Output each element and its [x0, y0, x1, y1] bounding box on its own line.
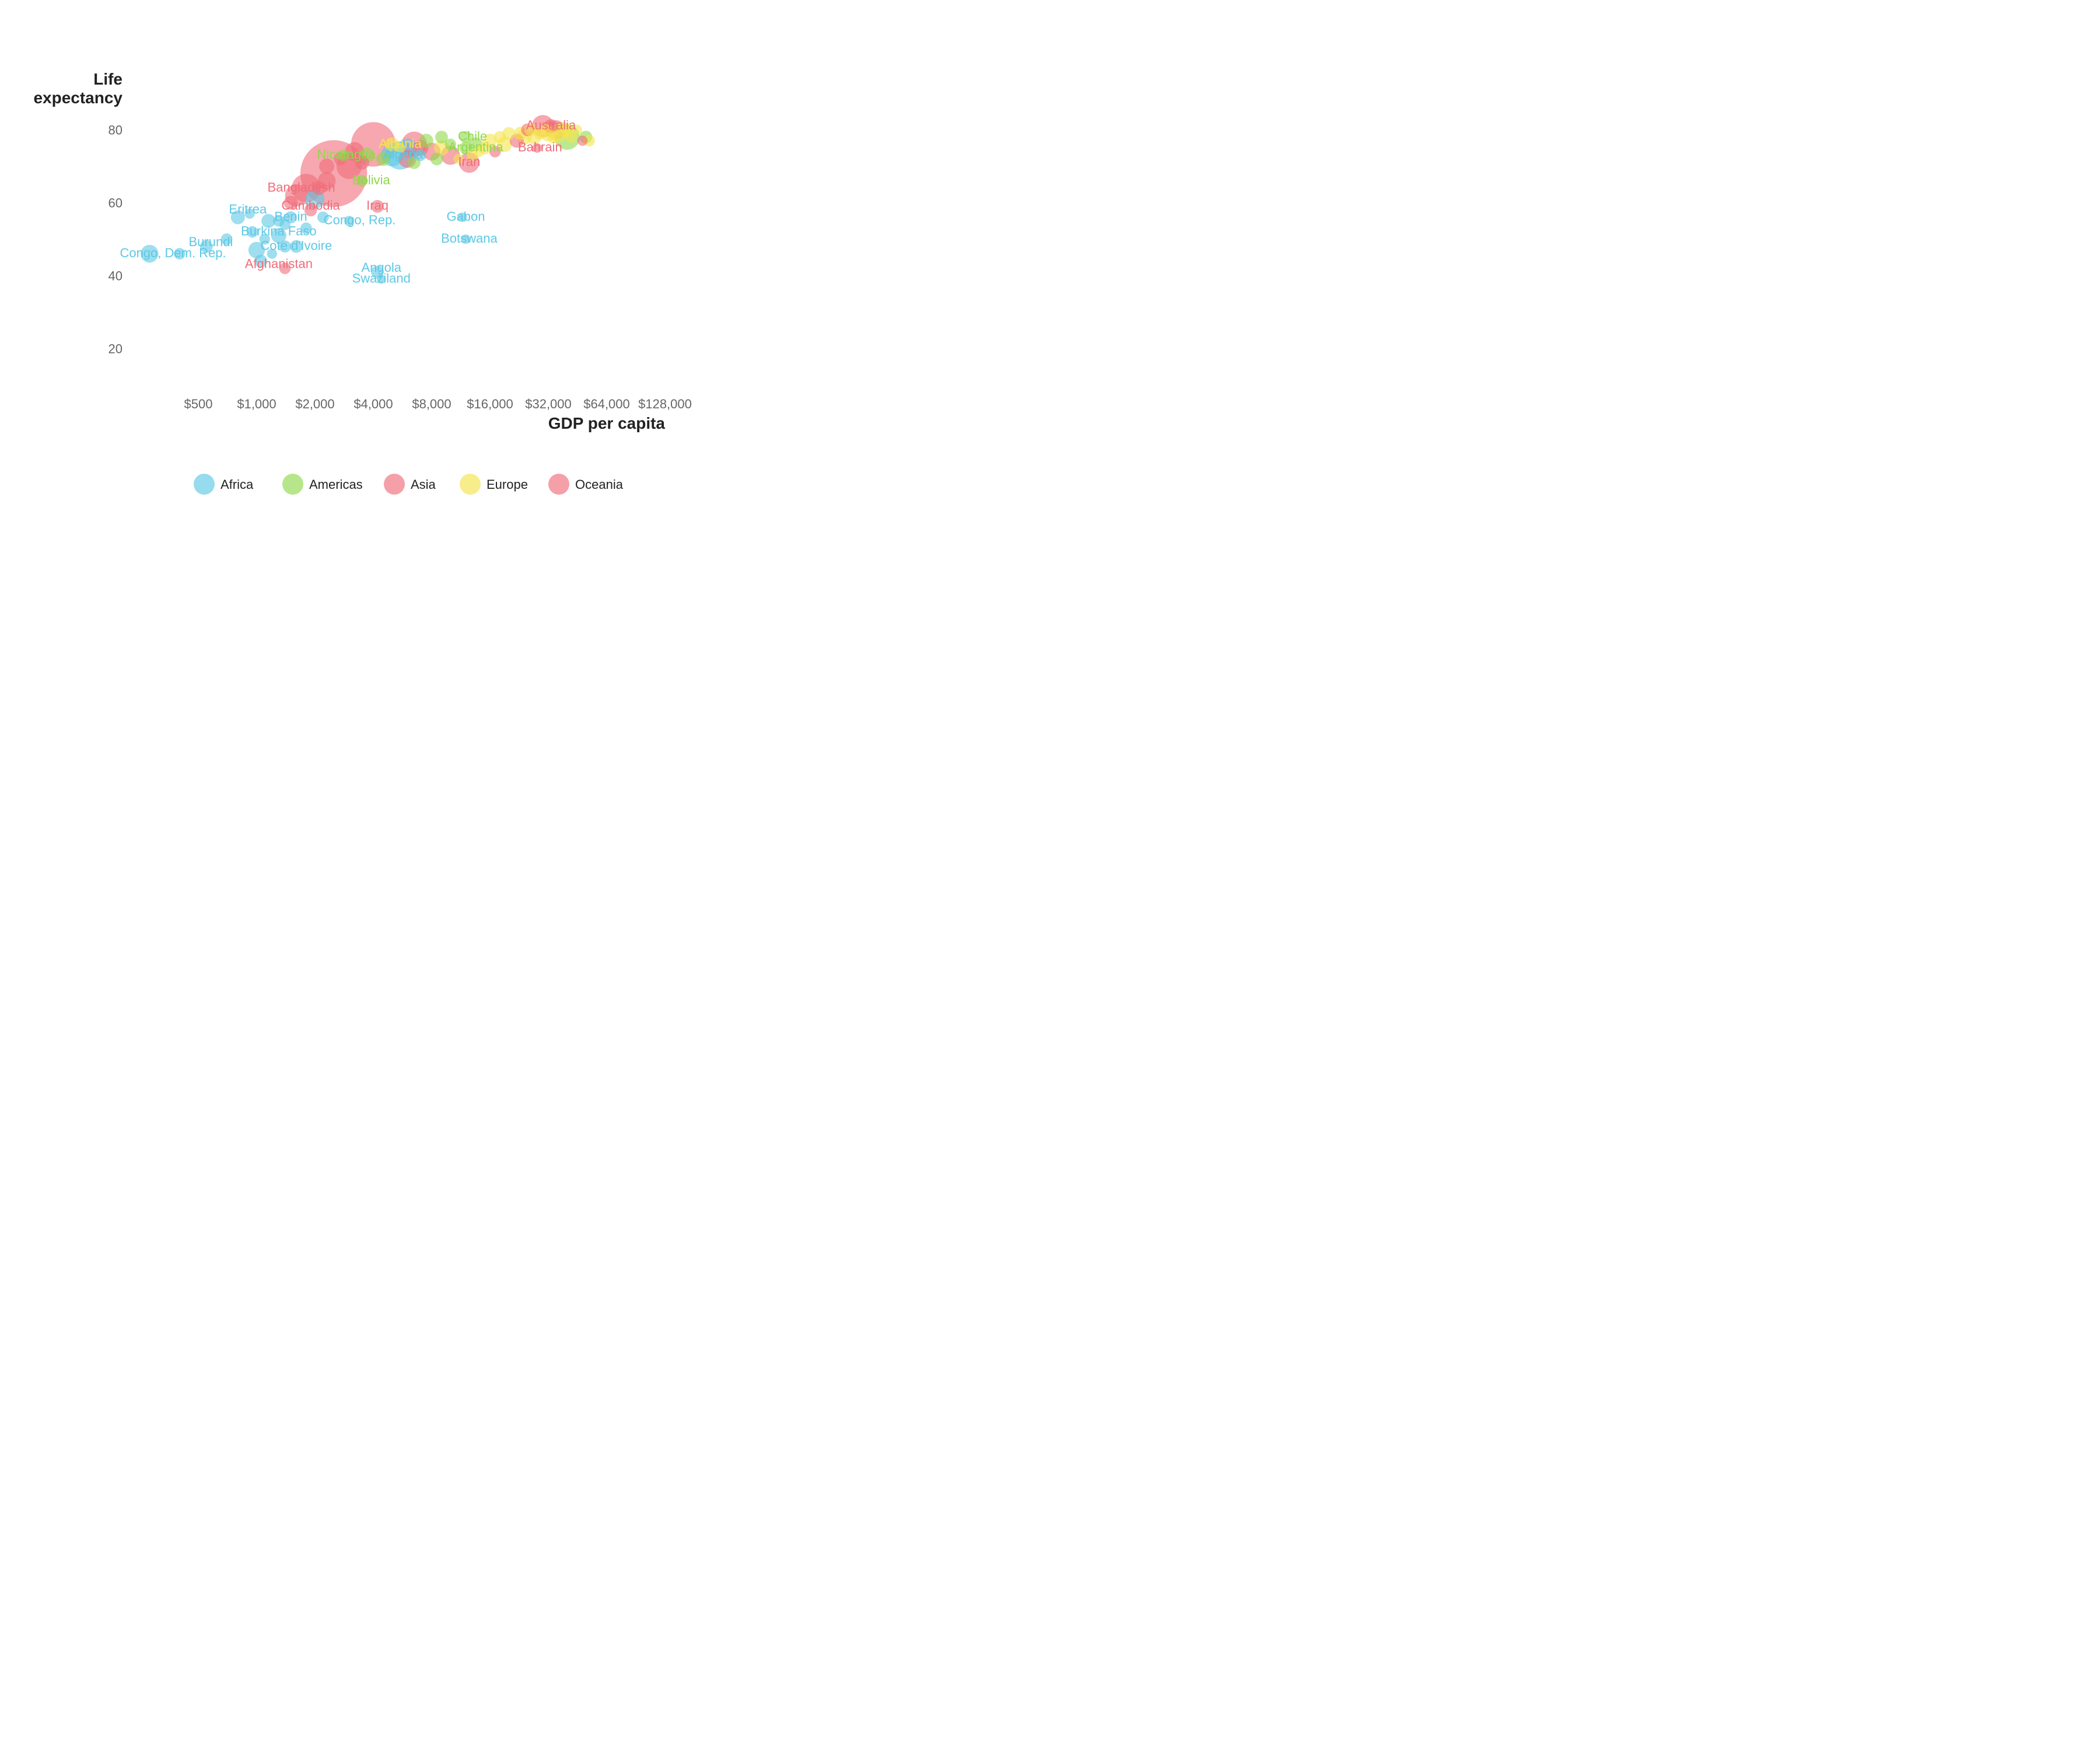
x-tick-label: $1,000: [237, 397, 276, 411]
bubble-label: Burkina Faso: [241, 223, 317, 238]
legend-swatch: [548, 474, 569, 495]
bubble-point[interactable]: [430, 153, 443, 166]
bubble-label: Botswana: [441, 231, 498, 246]
y-tick-label: 40: [108, 269, 123, 284]
x-tick-label: $2,000: [295, 397, 334, 411]
chart-container: Lifeexpectancy 20 40 60 80 $500 $1,000 $2,000 $4…: [0, 0, 700, 583]
bubble-label: Eritrea: [229, 202, 267, 216]
x-tick-label: $64,000: [583, 397, 630, 411]
bubble-label: Iran: [458, 155, 480, 169]
x-tick-label: $500: [184, 397, 213, 411]
legend-label: Oceania: [575, 477, 624, 492]
legend-swatch: [460, 474, 481, 495]
legend-label: Africa: [220, 477, 254, 492]
bubble-point[interactable]: [578, 136, 587, 146]
bubble-label: Cote d'Ivoire: [260, 238, 332, 253]
bubble-label: Nicaragua: [317, 147, 376, 162]
bubble-label: Iraq: [366, 198, 388, 213]
legend-label: Asia: [411, 477, 436, 492]
bubble-label: Cambodia: [281, 198, 340, 213]
bubble-label: Australia: [526, 118, 576, 132]
bubble-label: Swaziland: [352, 271, 411, 286]
bubble-chart: Lifeexpectancy 20 40 60 80 $500 $1,000 $2,000 $4…: [0, 0, 700, 583]
legend-label: Americas: [309, 477, 363, 492]
bubble-label: Albania: [379, 136, 422, 150]
x-tick-label: $128,000: [638, 397, 692, 411]
bubble-label: Congo, Rep.: [324, 213, 396, 228]
x-tick-label: $8,000: [412, 397, 451, 411]
bubble-label: Congo, Dem. Rep.: [120, 246, 226, 260]
x-axis-title: GDP per capita: [548, 414, 666, 432]
legend-label: Europe: [487, 477, 528, 492]
y-tick-label: 20: [108, 342, 123, 356]
bubble-label: Gabon: [446, 209, 485, 223]
bubble-label: Bangladesh: [267, 180, 335, 194]
legend-swatch: [384, 474, 405, 495]
legend: Africa Americas Asia Europe Oceania: [194, 474, 624, 495]
legend-swatch: [282, 474, 303, 495]
y-tick-label: 80: [108, 123, 123, 138]
x-tick-label: $16,000: [467, 397, 513, 411]
x-tick-label: $4,000: [354, 397, 393, 411]
x-tick-label: $32,000: [525, 397, 572, 411]
y-axis-title: Lifeexpectancy: [33, 70, 123, 107]
y-tick-label: 60: [108, 196, 123, 211]
bubble-label: Argentina: [448, 140, 503, 155]
bubble-label: Bolivia: [352, 173, 391, 187]
bubble-label: Bahrain: [518, 140, 562, 155]
legend-swatch: [194, 474, 215, 495]
bubble-label: Afghanistan: [245, 257, 313, 271]
